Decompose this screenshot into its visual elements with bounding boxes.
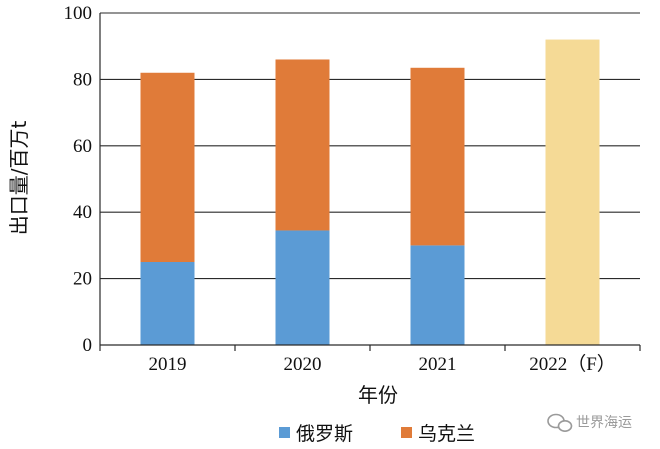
y-tick-label: 0: [83, 335, 93, 356]
bar-segment: [410, 67, 465, 246]
legend-swatch: [279, 427, 290, 438]
bar-segment: [275, 59, 330, 231]
y-tick-label: 100: [64, 3, 93, 24]
y-tick-label: 80: [73, 69, 92, 90]
bar-forecast: [545, 39, 600, 346]
tick-labels: 0 20 40 60 80 100 2019 2020 2021 2022（F）: [64, 3, 616, 375]
watermark: 世界海运: [547, 413, 632, 432]
bars: [140, 39, 600, 346]
bar-segment: [140, 262, 195, 345]
y-tick-label: 20: [73, 269, 92, 290]
legend: 俄罗斯 乌克兰: [279, 423, 475, 445]
x-tick-label: 2022（F）: [529, 353, 616, 375]
legend-swatch: [401, 427, 412, 438]
watermark-text: 世界海运: [576, 415, 632, 431]
x-axis-title: 年份: [358, 383, 398, 407]
legend-item: 乌克兰: [401, 423, 475, 445]
bar-segment: [140, 72, 195, 262]
legend-label: 俄罗斯: [296, 423, 353, 445]
legend-item: 俄罗斯: [279, 423, 353, 445]
y-tick-label: 40: [73, 202, 92, 223]
bar-segment: [410, 245, 465, 345]
x-tick-label: 2021: [419, 354, 457, 375]
wechat-icon: [547, 413, 573, 432]
axes: [99, 13, 641, 351]
x-tick-label: 2020: [284, 354, 322, 375]
x-tick-label: 2019: [149, 354, 187, 375]
legend-label: 乌克兰: [418, 423, 475, 445]
y-tick-label: 60: [73, 136, 92, 157]
y-axis-title: 出口量/百万t: [7, 121, 31, 236]
bar-segment: [275, 230, 330, 345]
